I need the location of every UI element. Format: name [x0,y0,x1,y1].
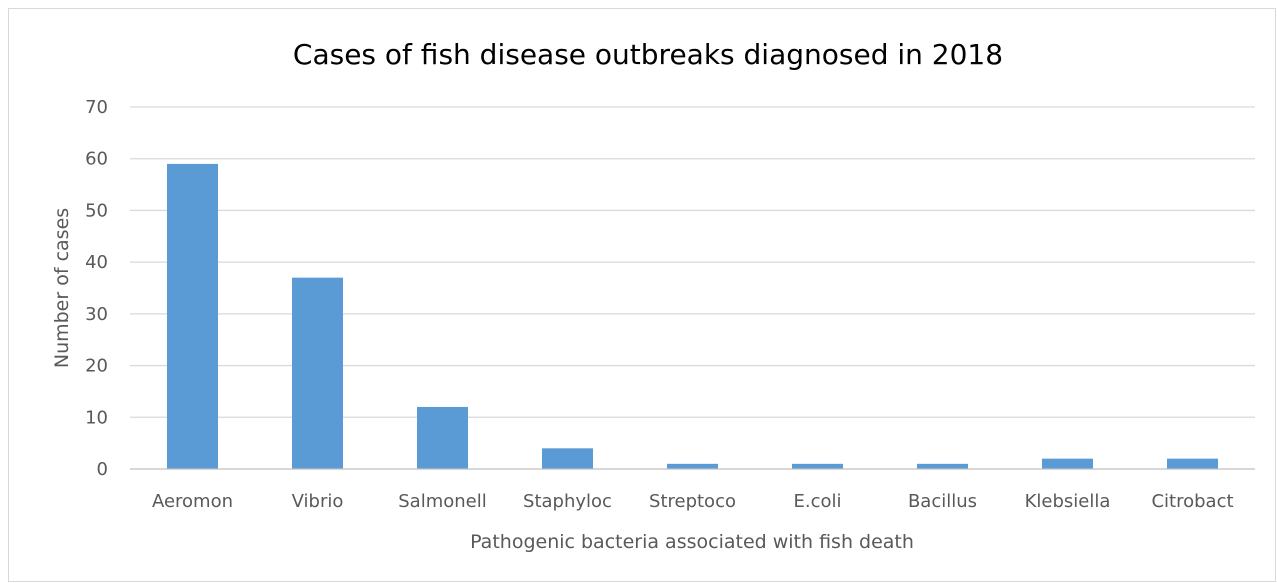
x-tick-label: Citrobact [1151,491,1233,512]
y-axis-title: Number of cases [51,208,73,368]
bar-bacillus [917,463,968,469]
y-tick-label: 30 [85,304,108,325]
x-tick-label: E.coli [793,491,841,512]
x-tick-label: Vibrio [292,491,344,512]
x-tick-label: Streptoco [649,491,736,512]
y-tick-label: 0 [97,459,108,480]
bar-klebsiella [1042,458,1093,469]
bar-streptoco [667,463,718,469]
y-tick-label: 50 [85,200,108,221]
x-tick-label: Klebsiella [1025,491,1111,512]
y-tick-label: 70 [85,97,108,118]
x-axis-tick-labels: Aeromon Vibrio Salmonell Staphyloc Streptoco… [152,491,1234,512]
x-tick-label: Staphyloc [523,491,612,512]
bar-vibrio [292,277,343,469]
bar-salmonell [417,406,468,469]
y-tick-label: 40 [85,252,108,273]
x-tick-label: Aeromon [152,491,233,512]
chart-title: Cases of fish disease outbreaks diagnose… [293,38,1003,71]
x-tick-label: Bacillus [908,491,977,512]
bar-staphyloc [542,448,593,469]
x-axis-title: Pathogenic bacteria associated with fish… [470,531,914,553]
x-tick-label: Salmonell [398,491,487,512]
bar-e-coli [792,463,843,469]
bar-citrobact [1167,458,1218,469]
y-tick-label: 60 [85,149,108,170]
bars [167,163,1218,469]
bar-aeromon [167,163,218,469]
y-tick-label: 10 [85,407,108,428]
chart-area [8,8,1276,582]
y-axis-tick-labels: 0 10 20 30 40 50 60 70 [85,97,108,480]
y-tick-label: 20 [85,356,108,377]
